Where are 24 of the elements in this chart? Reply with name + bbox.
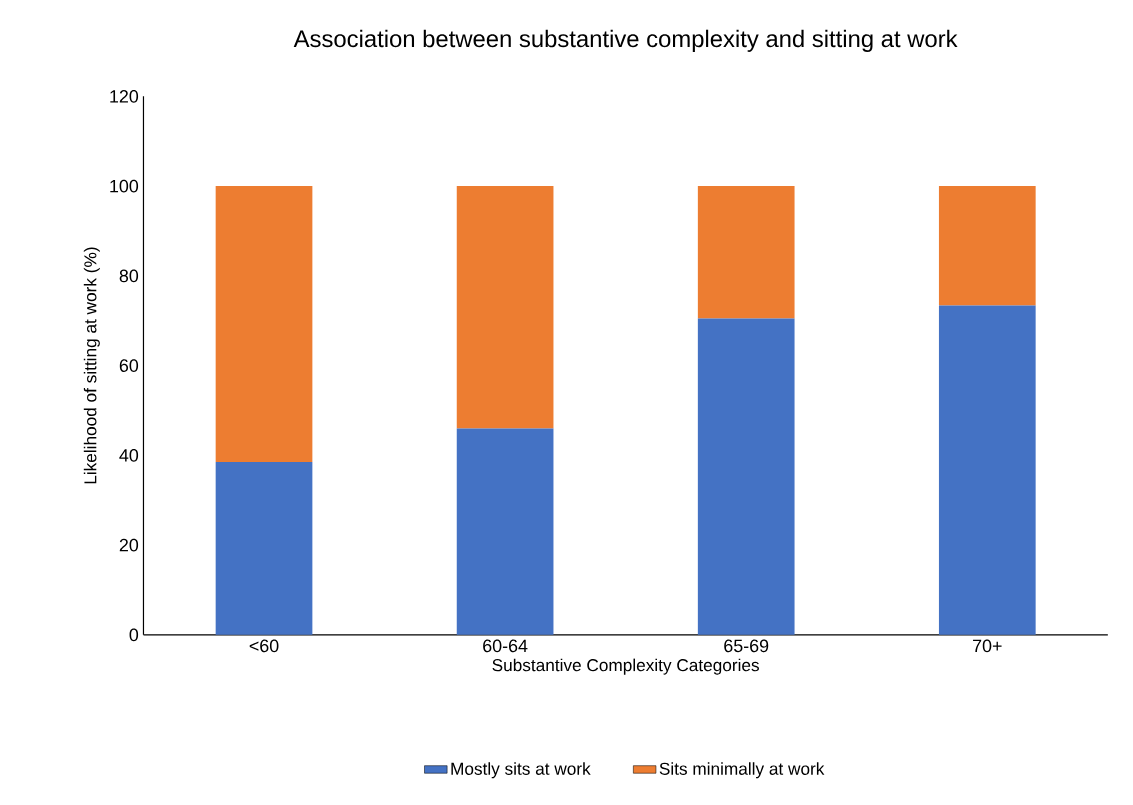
x-tick-label: <60 (249, 639, 279, 653)
x-tick-label: 65-69 (724, 639, 769, 653)
legend-label: Sits minimally at work (659, 762, 825, 779)
bar (456, 428, 554, 635)
y-axis-title: Likelihood of sitting at work (%) (83, 247, 100, 484)
y-tick-label: 120 (110, 90, 139, 103)
legend-label: Mostly sits at work (451, 762, 591, 779)
y-tick-label: 80 (119, 269, 139, 283)
bar (697, 318, 795, 635)
bar (215, 462, 313, 635)
x-tick-label: 70+ (973, 639, 1002, 653)
y-tick-label: 0 (129, 628, 139, 642)
bar (215, 186, 313, 463)
bar (456, 186, 554, 429)
y-tick-label: 40 (119, 449, 139, 462)
x-axis-title: Substantive Complexity Categories (492, 658, 759, 675)
x-tick-label: 60-64 (483, 639, 528, 653)
bar (697, 186, 795, 319)
y-tick-label: 60 (119, 359, 139, 373)
y-tick-label: 100 (110, 179, 139, 193)
bar (938, 305, 1036, 635)
chart-title: Association between substantive complexity and sitting at work (293, 29, 958, 53)
bar (938, 186, 1036, 306)
y-tick-label: 20 (119, 538, 139, 552)
